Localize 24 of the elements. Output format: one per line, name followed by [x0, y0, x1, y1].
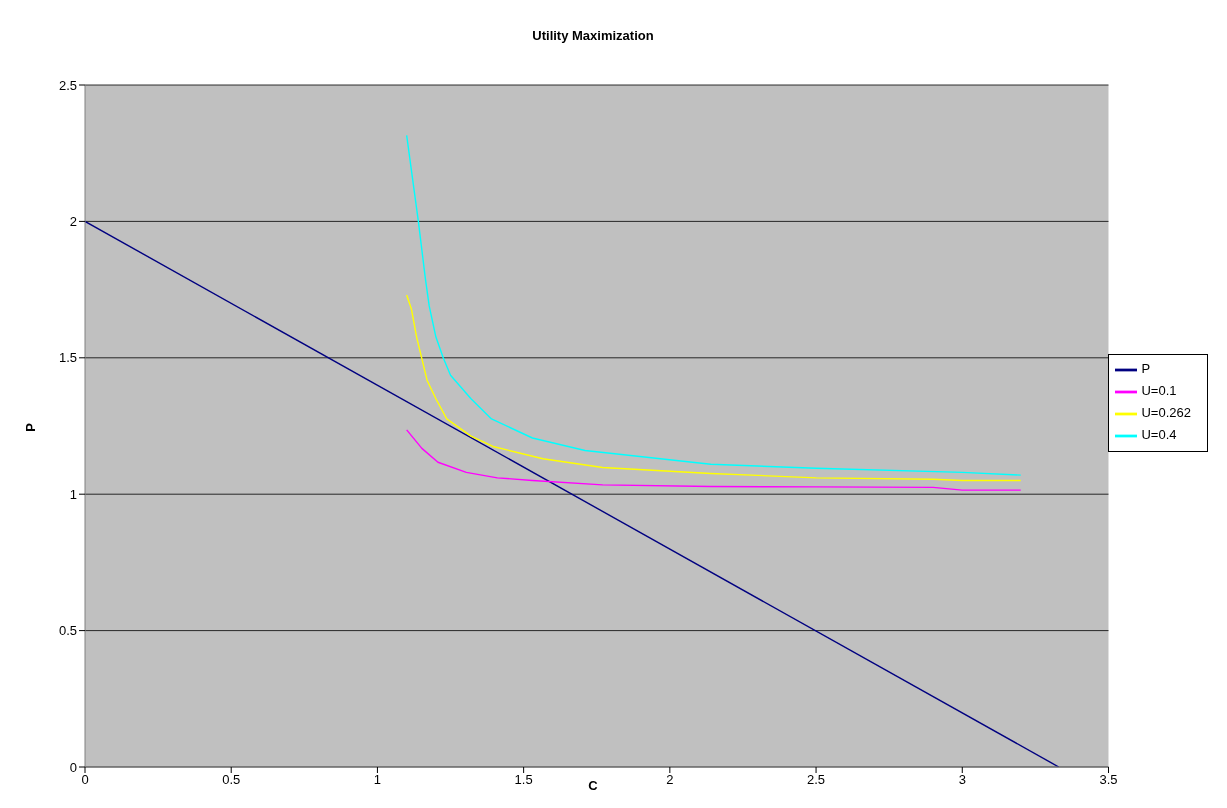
x-tick-label: 2	[666, 772, 674, 788]
x-axis-title: C	[588, 778, 598, 793]
y-tick-label: 2.5	[58, 77, 77, 93]
legend-label: U=0.4	[1141, 427, 1177, 443]
legend-label: U=0.1	[1141, 383, 1177, 399]
y-axis-title: P	[22, 423, 38, 432]
x-tick-label: 0.5	[222, 772, 241, 788]
chart-title: Utility Maximization	[531, 28, 655, 43]
y-tick-label: 1	[69, 486, 77, 502]
legend-label: P	[1141, 361, 1151, 377]
x-tick-label: 1.5	[514, 772, 533, 788]
x-tick-label: 1	[373, 772, 382, 788]
y-tick-label: 2	[69, 214, 77, 230]
x-tick-label: 2.5	[807, 772, 826, 788]
legend-label: U=0.262	[1141, 405, 1191, 421]
line-series	[405, 134, 1022, 476]
x-tick-label: 3	[958, 772, 966, 788]
x-tick-label: 0	[81, 772, 89, 788]
line-series	[405, 294, 1022, 482]
line-series	[405, 429, 1022, 491]
y-tick-label: 1.5	[58, 350, 77, 366]
y-tick-label: 0.5	[58, 623, 77, 639]
x-tick-label: 3.5	[1099, 772, 1118, 788]
y-tick-label: 0	[69, 759, 77, 775]
